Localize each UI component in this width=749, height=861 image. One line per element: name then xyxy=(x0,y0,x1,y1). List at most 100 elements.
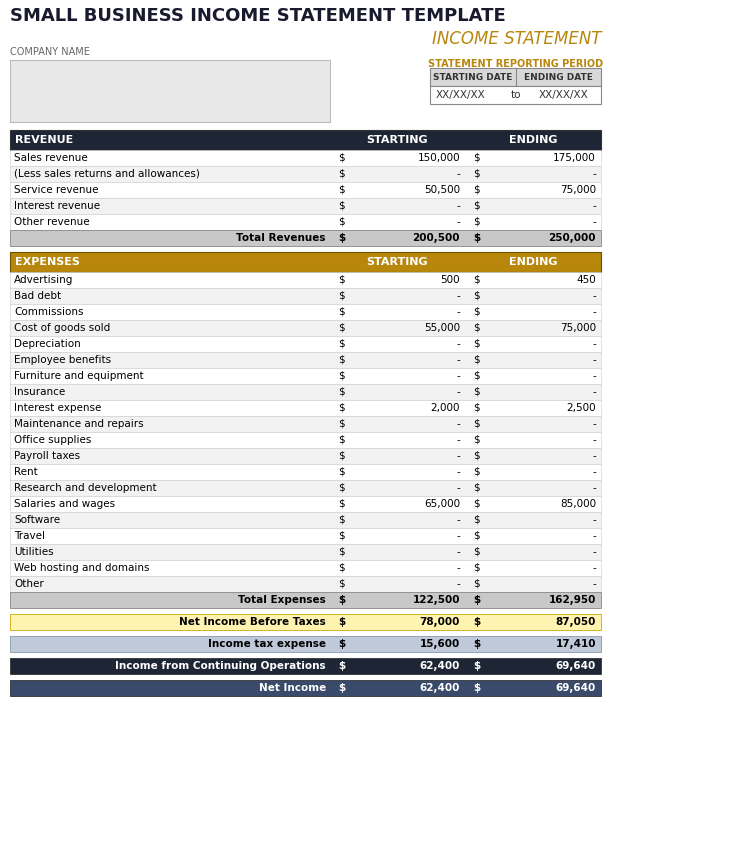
Text: -: - xyxy=(592,435,596,445)
Text: Insurance: Insurance xyxy=(14,387,65,397)
Text: $: $ xyxy=(473,201,479,211)
Text: $: $ xyxy=(473,435,479,445)
Text: 78,000: 78,000 xyxy=(419,617,460,627)
Bar xyxy=(10,230,601,246)
Text: STARTING DATE: STARTING DATE xyxy=(433,72,512,82)
Text: -: - xyxy=(456,201,460,211)
Bar xyxy=(10,336,601,352)
Text: -: - xyxy=(456,387,460,397)
Text: 15,600: 15,600 xyxy=(419,639,460,649)
Text: $: $ xyxy=(338,307,345,317)
Bar xyxy=(10,272,601,288)
Text: -: - xyxy=(456,169,460,179)
Text: (Less sales returns and allowances): (Less sales returns and allowances) xyxy=(14,169,200,179)
Text: $: $ xyxy=(338,233,345,243)
Text: -: - xyxy=(456,355,460,365)
Text: $: $ xyxy=(338,683,345,693)
Text: -: - xyxy=(456,291,460,301)
Text: -: - xyxy=(592,515,596,525)
Text: 150,000: 150,000 xyxy=(417,153,460,163)
Text: -: - xyxy=(456,563,460,573)
Bar xyxy=(10,512,601,528)
Text: $: $ xyxy=(473,579,479,589)
Text: -: - xyxy=(456,579,460,589)
Text: $: $ xyxy=(473,403,479,413)
Text: -: - xyxy=(456,339,460,349)
Text: -: - xyxy=(456,483,460,493)
Text: $: $ xyxy=(473,617,480,627)
Text: Total Revenues: Total Revenues xyxy=(237,233,326,243)
Text: $: $ xyxy=(473,153,479,163)
Text: $: $ xyxy=(473,483,479,493)
Text: Income tax expense: Income tax expense xyxy=(208,639,326,649)
Bar xyxy=(10,448,601,464)
Text: $: $ xyxy=(338,371,345,381)
Bar xyxy=(10,288,601,304)
Text: Income from Continuing Operations: Income from Continuing Operations xyxy=(115,661,326,671)
Text: $: $ xyxy=(338,291,345,301)
Text: 69,640: 69,640 xyxy=(556,683,596,693)
Text: 2,500: 2,500 xyxy=(566,403,596,413)
Text: Research and development: Research and development xyxy=(14,483,157,493)
Text: $: $ xyxy=(473,499,479,509)
Text: XX/XX/XX: XX/XX/XX xyxy=(436,90,485,100)
Text: Advertising: Advertising xyxy=(14,275,73,285)
Text: Web hosting and domains: Web hosting and domains xyxy=(14,563,150,573)
Bar xyxy=(10,658,601,674)
Text: to: to xyxy=(510,90,521,100)
Text: 87,050: 87,050 xyxy=(556,617,596,627)
Text: ENDING: ENDING xyxy=(509,257,557,267)
Text: -: - xyxy=(592,291,596,301)
Text: Payroll taxes: Payroll taxes xyxy=(14,451,80,461)
Text: $: $ xyxy=(473,661,480,671)
Text: 2,000: 2,000 xyxy=(431,403,460,413)
Text: Total Expenses: Total Expenses xyxy=(238,595,326,605)
Text: INCOME STATEMENT: INCOME STATEMENT xyxy=(431,30,601,48)
Text: $: $ xyxy=(338,595,345,605)
Bar xyxy=(10,320,601,336)
Text: Maintenance and repairs: Maintenance and repairs xyxy=(14,419,144,429)
Bar xyxy=(10,368,601,384)
Text: -: - xyxy=(592,531,596,541)
Text: $: $ xyxy=(473,371,479,381)
Text: 500: 500 xyxy=(440,275,460,285)
Text: $: $ xyxy=(473,339,479,349)
Text: Interest expense: Interest expense xyxy=(14,403,101,413)
Bar xyxy=(430,86,601,104)
Bar xyxy=(10,544,601,560)
Text: Software: Software xyxy=(14,515,60,525)
Text: Cost of goods sold: Cost of goods sold xyxy=(14,323,110,333)
Text: $: $ xyxy=(338,153,345,163)
Text: 55,000: 55,000 xyxy=(424,323,460,333)
Text: $: $ xyxy=(338,547,345,557)
Text: $: $ xyxy=(338,169,345,179)
Bar xyxy=(10,576,601,592)
Text: EXPENSES: EXPENSES xyxy=(15,257,80,267)
Text: $: $ xyxy=(473,639,480,649)
Bar xyxy=(10,528,601,544)
Bar xyxy=(10,592,601,608)
Text: 50,500: 50,500 xyxy=(424,185,460,195)
Text: Salaries and wages: Salaries and wages xyxy=(14,499,115,509)
Text: 450: 450 xyxy=(576,275,596,285)
Bar xyxy=(10,496,601,512)
Text: $: $ xyxy=(338,275,345,285)
Text: 65,000: 65,000 xyxy=(424,499,460,509)
Text: $: $ xyxy=(473,355,479,365)
Text: $: $ xyxy=(473,307,479,317)
Text: 162,950: 162,950 xyxy=(548,595,596,605)
Text: 200,500: 200,500 xyxy=(413,233,460,243)
Text: 62,400: 62,400 xyxy=(419,683,460,693)
Text: $: $ xyxy=(473,419,479,429)
Text: -: - xyxy=(592,217,596,227)
Text: 85,000: 85,000 xyxy=(560,499,596,509)
Text: $: $ xyxy=(338,483,345,493)
Text: -: - xyxy=(456,307,460,317)
Text: STATEMENT REPORTING PERIOD: STATEMENT REPORTING PERIOD xyxy=(428,59,603,69)
Text: -: - xyxy=(592,483,596,493)
Text: $: $ xyxy=(338,201,345,211)
Text: $: $ xyxy=(338,451,345,461)
Bar xyxy=(10,614,601,630)
Text: Furniture and equipment: Furniture and equipment xyxy=(14,371,144,381)
Text: -: - xyxy=(456,217,460,227)
